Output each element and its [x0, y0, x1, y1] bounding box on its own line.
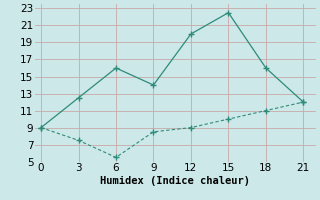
X-axis label: Humidex (Indice chaleur): Humidex (Indice chaleur) — [100, 176, 250, 186]
